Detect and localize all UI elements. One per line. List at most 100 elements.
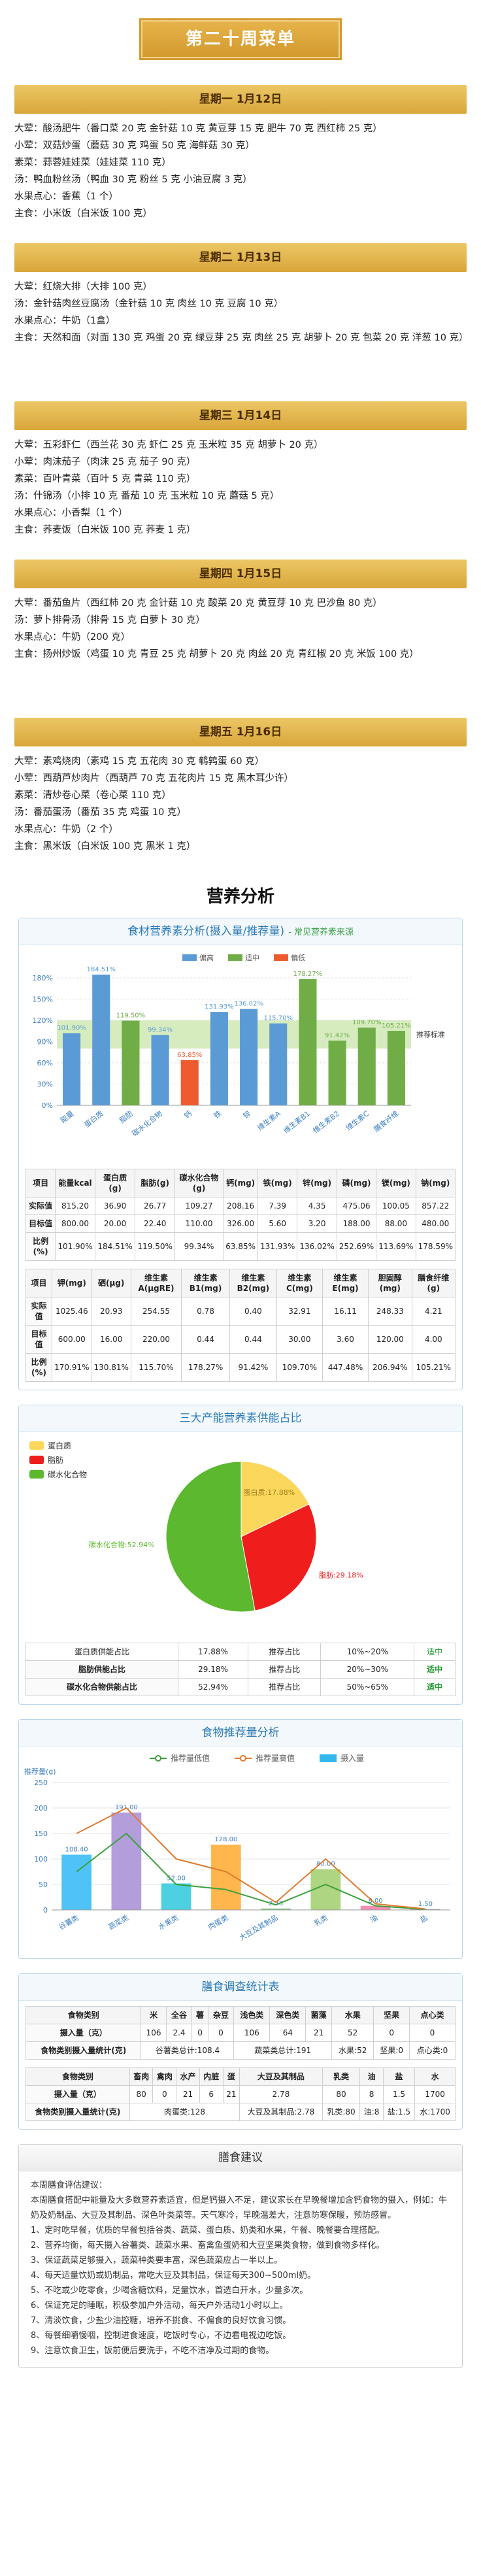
x-tick-label: 维生素B2 xyxy=(311,1109,341,1135)
stats-title: 膳食调查统计表 xyxy=(19,1974,462,2001)
menu-line: 汤：鸭血粉丝汤（鸭血 30 克 粉丝 5 克 小油豆腐 3 克） xyxy=(14,175,252,185)
table-cell: 大豆及其制品:2.78 xyxy=(239,2103,323,2121)
advice-paragraph: 本周膳食搭配中能量及大多数营养素适宜，但是钙摄入不足，建议家长在早晚餐增加含钙食… xyxy=(31,2196,448,2220)
day-section: 星期二 1月13日大荤：红烧大排（大排 100 克） 汤：金针菇肉丝豆腐汤（金针菇… xyxy=(14,237,469,395)
day-header: 星期三 1月14日 xyxy=(14,401,467,430)
menu-line: 汤：金针菇肉丝豆腐汤（金针菇 10 克 肉丝 10 克 豆腐 10 克） xyxy=(14,299,284,309)
series-line xyxy=(76,1833,425,1911)
value-label: 105.21% xyxy=(382,1022,411,1029)
table-cell: 3.20 xyxy=(297,1214,337,1233)
x-tick-label: 脂肪 xyxy=(118,1109,135,1125)
table-cell: 盐 xyxy=(382,2067,416,2086)
value-label: 131.93% xyxy=(205,1003,234,1011)
table-cell: 食物类别摄入量统计(克) xyxy=(25,2041,142,2060)
value-label: 91.42% xyxy=(325,1032,350,1039)
chart-title: 食物推荐量分析 xyxy=(19,1720,462,1747)
y-tick-label: 90% xyxy=(37,1038,53,1046)
x-tick-label: 维生素C xyxy=(344,1109,371,1132)
legend-swatch xyxy=(274,954,288,961)
legend-label: 碳水化合物 xyxy=(48,1469,87,1479)
menu-line: 大荤：红烧大排（大排 100 克） xyxy=(14,282,152,292)
table-cell: 100.05 xyxy=(376,1197,416,1215)
menu-line: 素菜：蒜蓉娃娃菜（娃娃菜 110 克） xyxy=(14,158,171,168)
menu-line: 汤：番茄蛋汤（番茄 35 克 鸡蛋 10 克） xyxy=(14,807,186,818)
menu-line: 水果点心：牛奶（1盒） xyxy=(14,316,116,326)
data-table: 食物类别 畜肉 禽肉 水产 内脏蛋大豆及其制品 乳类油盐水摄入量（克） 80 0 21 6 21 2.… xyxy=(25,2067,456,2121)
bar xyxy=(240,1009,258,1105)
table-cell: 维生素E(mg) xyxy=(322,1269,369,1297)
table-row: 项目 钾(mg) 硒(μg) 维生素A(μgRE) 维生素B1(mg) 维生素B2(mg)… xyxy=(25,1269,456,1297)
value-label: 119.50% xyxy=(116,1012,146,1020)
table-cell: 857.22 xyxy=(415,1197,456,1215)
table-cell: 36.90 xyxy=(94,1197,136,1215)
advice-paragraph: 7、清淡饮食，少盐少油控糖，培养不挑食、不偏食的良好饮食习惯。 xyxy=(31,2316,291,2326)
chart-title: 三大产能营养素供能占比 xyxy=(19,1405,462,1432)
table-cell: 1025.46 xyxy=(52,1297,92,1326)
table-cell: 2.4 xyxy=(165,2024,193,2042)
table-cell: 248.33 xyxy=(368,1297,412,1326)
y-tick-label: 200 xyxy=(34,1804,48,1813)
table-cell: 碳水化合物(g) xyxy=(174,1169,224,1197)
table-cell: 禽肉 xyxy=(152,2067,177,2086)
data-table: 食物类别米全谷薯杂豆 浅色类 深色类 菌藻 水果 坚果 点心类 摄入量（克） 106 2.4 0 0 1… xyxy=(25,2006,456,2060)
table-cell: 钠(mg) xyxy=(415,1169,456,1197)
table-cell: 178.59% xyxy=(415,1232,456,1261)
table-cell: 115.70% xyxy=(130,1353,182,1382)
table-cell: 32.91 xyxy=(276,1297,323,1326)
chart-subtitle[interactable]: - 常见营养素来源 xyxy=(288,928,354,937)
value-label: 52.00 xyxy=(167,1875,186,1882)
menu-line: 主食：黑米饭（白米饭 100 克 黑米 1 克） xyxy=(14,841,196,852)
table-row: 摄入量（克） 106 2.4 0 0 106 64 21 52 0 0 xyxy=(25,2024,456,2042)
menu-line: 大荤：酸汤肥牛（番口菜 20 克 金针菇 10 克 黄豆芽 15 克 肥牛 70… xyxy=(14,124,382,134)
menu-line: 素菜：百叶青菜（百叶 5 克 青菜 110 克） xyxy=(14,474,196,484)
table-cell: 食物类别 xyxy=(25,2067,130,2086)
table-row: 脂肪供能占比 29.18% 推荐占比 20%~30% 适中 xyxy=(25,1660,456,1679)
table-cell: 摄入量（克） xyxy=(25,2024,142,2042)
table-cell: 4.21 xyxy=(411,1297,456,1326)
table-cell: 0.40 xyxy=(229,1297,277,1326)
day-header: 星期一 1月12日 xyxy=(14,85,467,114)
y-tick-label: 60% xyxy=(37,1059,53,1067)
menu-days: 星期一 1月12日大荤：酸汤肥牛（番口菜 20 克 金针菇 10 克 黄豆芽 1… xyxy=(0,78,481,869)
x-tick-label: 肉蛋类 xyxy=(207,1913,230,1932)
table-cell: 0 xyxy=(373,2024,410,2042)
recommend-band xyxy=(57,1020,411,1049)
table-cell: 101.90% xyxy=(55,1232,95,1261)
table-cell: 475.06 xyxy=(336,1197,377,1215)
y-tick-label: 120% xyxy=(33,1016,53,1025)
table-cell: 20.00 xyxy=(94,1214,136,1233)
table-cell: 水产 xyxy=(176,2067,200,2086)
day-header: 星期二 1月13日 xyxy=(14,243,467,272)
section-heading: 营养分析 xyxy=(206,887,274,907)
table-cell: 10%~20% xyxy=(320,1643,415,1661)
chart-header: 食材营养素分析(摄入量/推荐量) - 常见营养素来源 xyxy=(19,918,462,945)
food-box: 食物推荐量分析 推荐量低值 推荐量高值 摄入量 推荐量(g) 0 50 100 150 200 2… xyxy=(18,1719,463,1959)
table-row: 比例(%) 101.90% 184.51% 119.50% 99.34% 63.85% 13… xyxy=(25,1232,456,1261)
menu-line: 水果点心：牛奶（2 个） xyxy=(14,824,118,835)
bar xyxy=(211,1845,241,1910)
y-tick-label: 250 xyxy=(34,1779,48,1787)
legend-label: 摄入量 xyxy=(340,1753,364,1763)
table-cell: 1700 xyxy=(414,2085,456,2103)
value-label: 178.27% xyxy=(293,971,323,978)
table-row: 实际值 1025.46 20.93 254.55 0.78 0.40 32.91 16.11 2… xyxy=(25,1297,456,1326)
menu-line: 大荤：番茄鱼片（西红柿 20 克 金针菇 10 克 酸菜 20 克 黄豆芽 10… xyxy=(14,598,382,609)
table-cell: 内脏 xyxy=(199,2067,224,2086)
table-row: 比例(%) 170.91% 130.81% 115.70% 178.27% 91.42% 1… xyxy=(25,1353,456,1382)
table-cell: 蔬菜类总计:191 xyxy=(233,2041,333,2060)
table-cell: 水 xyxy=(414,2067,456,2086)
table-cell: 米 xyxy=(141,2006,167,2024)
table-cell: 实际值 xyxy=(25,1297,53,1326)
table-cell: 178.27% xyxy=(181,1353,231,1382)
legend-label: 推荐量高值 xyxy=(256,1753,295,1763)
table-cell: 800.00 xyxy=(55,1214,95,1233)
table-cell: 22.40 xyxy=(135,1214,175,1233)
table-cell: 镁(mg) xyxy=(376,1169,416,1197)
table-cell: 131.93% xyxy=(257,1232,298,1261)
table-cell: 109.27 xyxy=(174,1197,224,1215)
menu-line: 主食：荞麦饭（白米饭 100 克 荞麦 1 克） xyxy=(14,525,196,535)
table-cell: 3.60 xyxy=(322,1325,369,1354)
table-cell: 16.11 xyxy=(322,1297,369,1326)
legend-label: 蛋白质 xyxy=(48,1441,71,1450)
x-tick-label: 大豆及其制品 xyxy=(237,1913,279,1942)
